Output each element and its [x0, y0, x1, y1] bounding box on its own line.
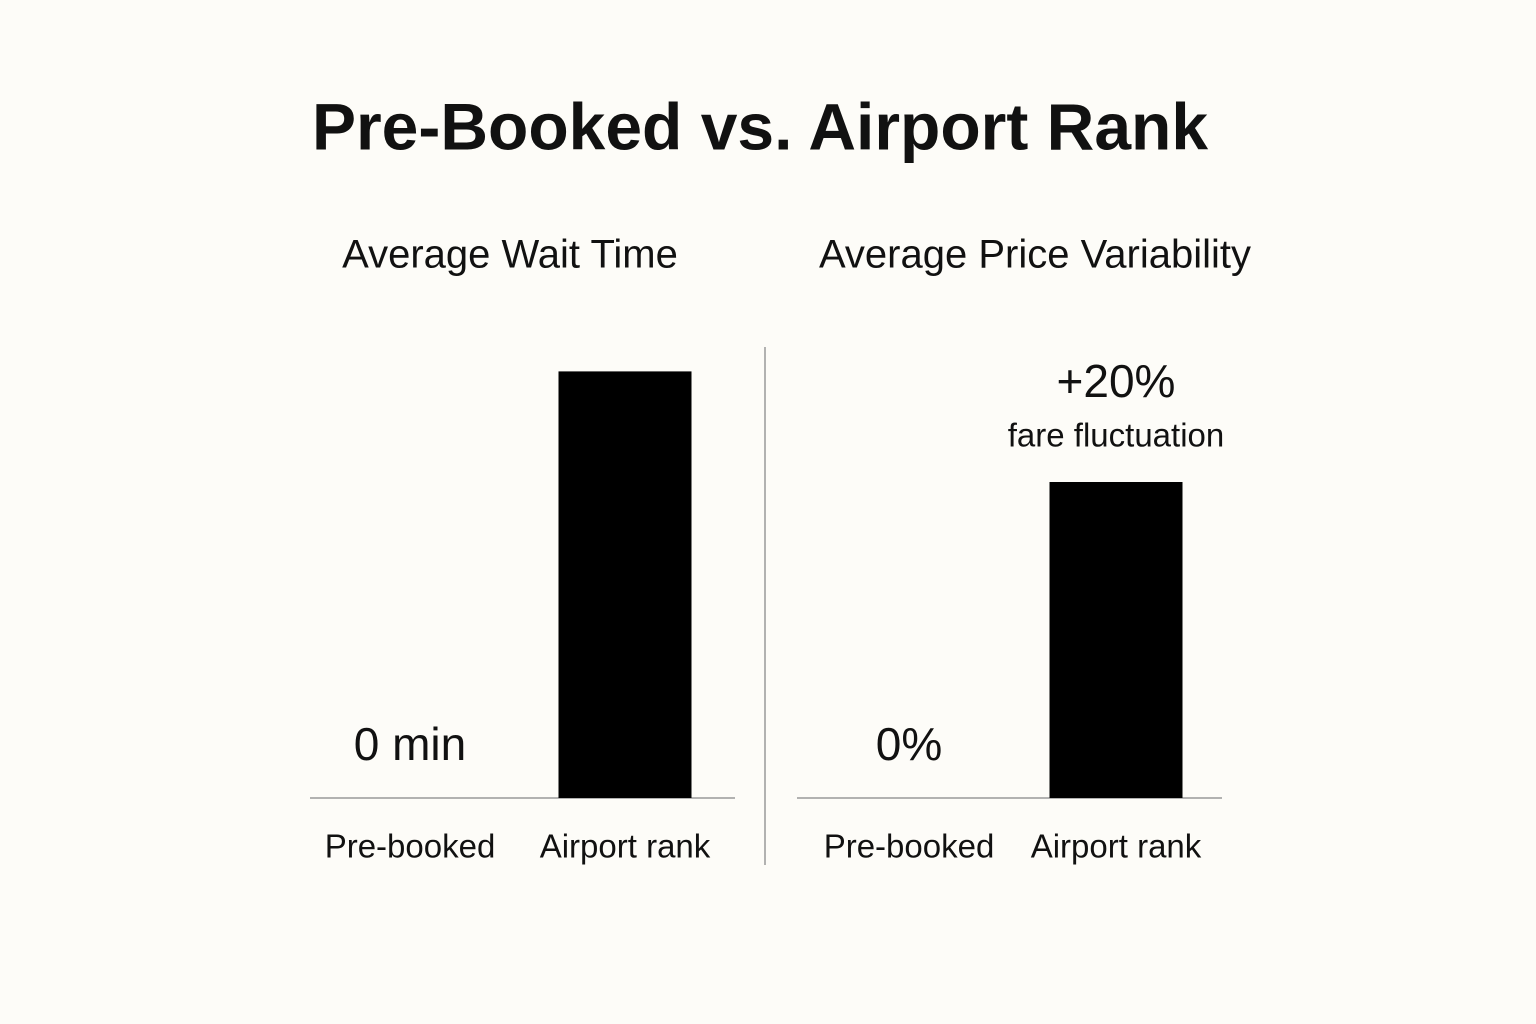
bar: [1049, 482, 1183, 798]
annotation: fare fluctuation: [1008, 417, 1224, 454]
bar: [558, 371, 692, 798]
chart-title: Average Wait Time: [342, 233, 678, 277]
x-tick-label: Airport rank: [540, 828, 711, 865]
x-tick-label: Pre-booked: [325, 828, 496, 865]
value-label: +20%: [1057, 355, 1176, 407]
page-title: Pre-Booked vs. Airport Rank: [312, 89, 1208, 163]
value-label: 0%: [876, 718, 942, 770]
x-tick-label: Airport rank: [1031, 828, 1202, 865]
chart-title: Average Price Variability: [819, 233, 1251, 277]
value-label: 0 min: [354, 718, 466, 770]
x-tick-label: Pre-booked: [824, 828, 995, 865]
